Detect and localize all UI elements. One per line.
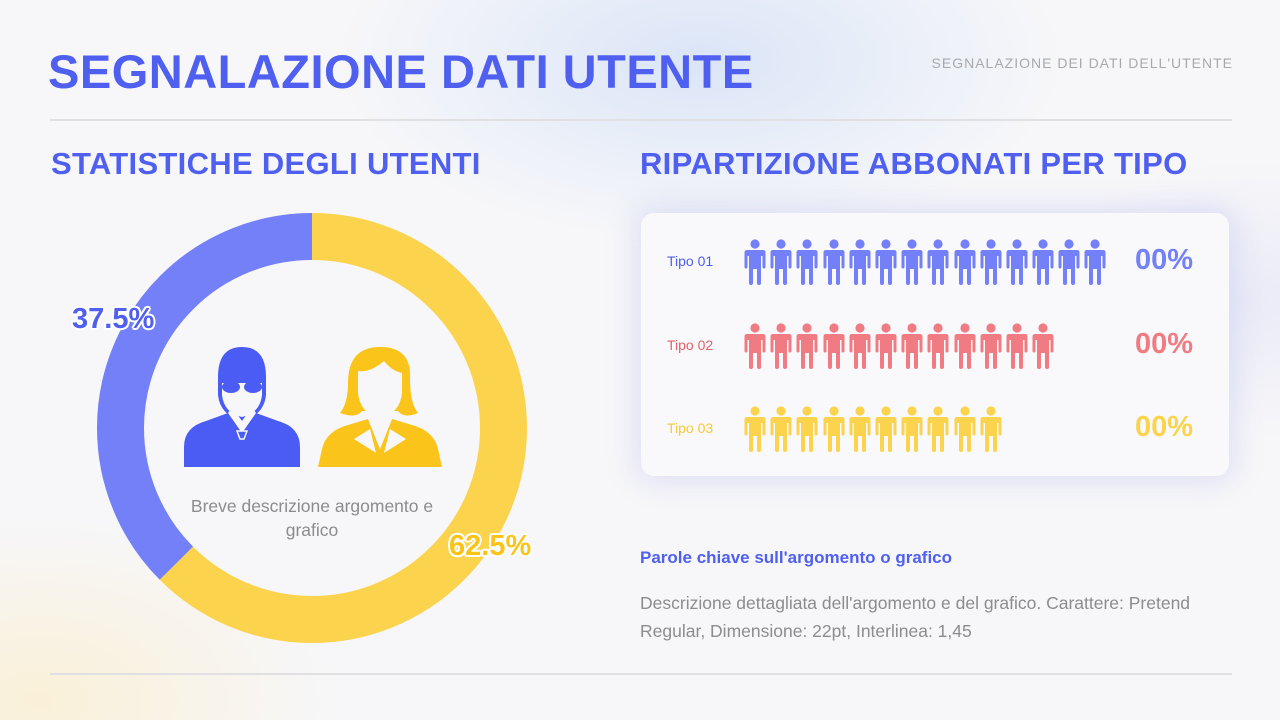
person-icon bbox=[1032, 323, 1054, 369]
female-user-icon bbox=[318, 347, 442, 467]
person-icons bbox=[744, 406, 1002, 452]
person-icon bbox=[796, 323, 818, 369]
person-icons bbox=[744, 323, 1054, 369]
person-icon bbox=[954, 323, 975, 369]
pictogram-row-tipo-02: Tipo 02 00% bbox=[641, 316, 1229, 376]
person-icon bbox=[1006, 239, 1028, 285]
row-label: Tipo 01 bbox=[667, 253, 714, 269]
person-icon bbox=[875, 406, 897, 452]
top-divider bbox=[50, 119, 1232, 121]
pictogram-row-tipo-01: Tipo 01 00% bbox=[641, 232, 1229, 292]
person-icon bbox=[901, 239, 923, 285]
row-label: Tipo 03 bbox=[667, 420, 714, 436]
subscriber-breakdown-title: RIPARTIZIONE ABBONATI PER TIPO bbox=[640, 146, 1188, 181]
person-icon bbox=[980, 323, 1002, 369]
person-icon bbox=[1058, 239, 1080, 285]
person-icon bbox=[849, 406, 871, 452]
person-icon bbox=[796, 406, 818, 452]
person-icon bbox=[1006, 323, 1028, 369]
person-icon bbox=[823, 406, 845, 452]
person-icon bbox=[927, 239, 949, 285]
person-icon bbox=[980, 239, 1002, 285]
person-icon bbox=[744, 323, 766, 369]
donut-chart-svg bbox=[97, 213, 527, 643]
user-stats-title: STATISTICHE DEGLI UTENTI bbox=[51, 146, 481, 181]
donut-segment-male bbox=[97, 213, 527, 643]
donut-label-female: 62.5% bbox=[449, 530, 532, 562]
donut-chart bbox=[97, 213, 527, 643]
person-icon bbox=[770, 239, 792, 285]
person-icon bbox=[744, 406, 766, 452]
donut-description: Breve descrizione argomento e grafico bbox=[190, 496, 434, 540]
row-value: 00% bbox=[1135, 411, 1194, 443]
person-icon bbox=[849, 239, 871, 285]
male-user-icon bbox=[184, 347, 300, 467]
row-value: 00% bbox=[1135, 328, 1194, 360]
person-icon bbox=[744, 239, 766, 285]
row-value: 00% bbox=[1135, 244, 1194, 276]
person-icon bbox=[954, 406, 975, 452]
person-icon bbox=[770, 323, 792, 369]
person-icon bbox=[823, 239, 845, 285]
pictogram-card: Tipo 01 00% Tipo 02 00% Tipo 03 00% bbox=[641, 213, 1229, 476]
person-icon bbox=[980, 406, 1002, 452]
person-icon bbox=[770, 406, 792, 452]
person-icon bbox=[927, 406, 949, 452]
donut-label-male: 37.5% bbox=[72, 303, 155, 335]
person-icon bbox=[901, 323, 923, 369]
person-icon bbox=[849, 323, 871, 369]
person-icons bbox=[744, 239, 1106, 285]
person-icon bbox=[954, 239, 975, 285]
person-icon bbox=[875, 239, 897, 285]
row-label: Tipo 02 bbox=[667, 337, 714, 353]
keywords-description: Descrizione dettagliata dell'argomento e… bbox=[640, 593, 1191, 641]
person-icon bbox=[927, 323, 949, 369]
person-icon bbox=[823, 323, 845, 369]
bottom-divider bbox=[50, 673, 1232, 675]
person-icon bbox=[875, 323, 897, 369]
page-subtitle: SEGNALAZIONE DEI DATI DELL'UTENTE bbox=[931, 55, 1233, 71]
pictogram-row-tipo-03: Tipo 03 00% bbox=[641, 399, 1229, 459]
person-icon bbox=[1084, 239, 1106, 285]
person-icon bbox=[901, 406, 923, 452]
page-title: SEGNALAZIONE DATI UTENTE bbox=[48, 45, 754, 98]
person-icon bbox=[796, 239, 818, 285]
keywords-title: Parole chiave sull'argomento o grafico bbox=[640, 548, 953, 567]
person-icon bbox=[1032, 239, 1054, 285]
